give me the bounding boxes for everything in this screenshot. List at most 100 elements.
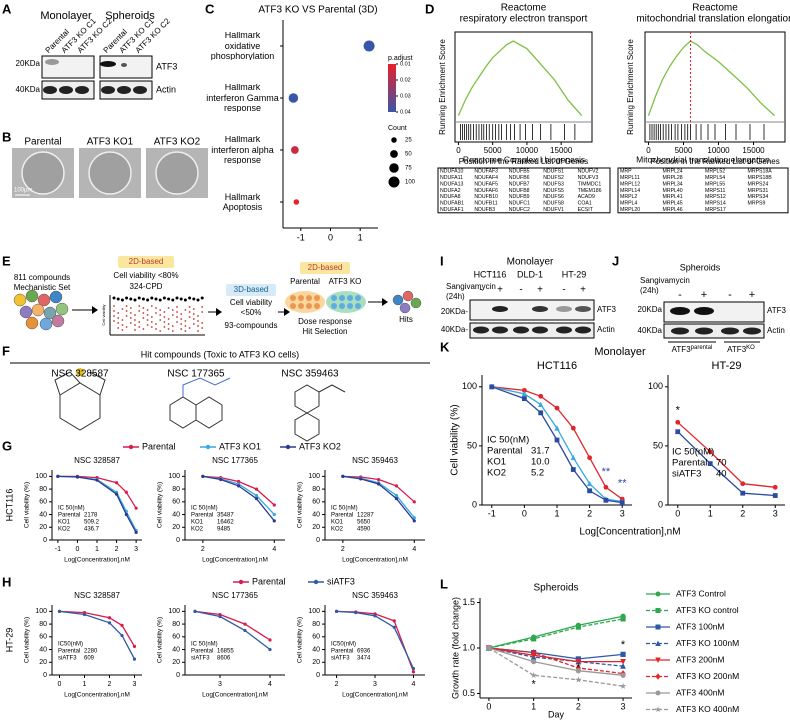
- panel-label: G: [2, 438, 12, 453]
- marker: [538, 410, 544, 416]
- panel-label: H: [2, 574, 11, 589]
- x-tick-label: 3: [621, 701, 626, 711]
- band: [513, 326, 529, 334]
- y-tick-label: 100: [462, 381, 477, 391]
- marker: [489, 384, 495, 390]
- screen-dot: [201, 322, 204, 324]
- category-label: Hallmark oxidative phosphorylation: [211, 32, 275, 60]
- label: ATF3 KO: [329, 277, 362, 286]
- cell: [290, 295, 296, 301]
- y-tick-label: 60: [172, 634, 180, 641]
- y-tick-label: 0: [176, 537, 180, 544]
- label: 2D-based: [129, 257, 164, 266]
- label: ATF3: [156, 61, 177, 71]
- ic50-header: IC 50(nM): [331, 506, 358, 512]
- screen-dot: [150, 326, 153, 328]
- marker: [655, 640, 661, 646]
- band: [556, 306, 572, 312]
- x-tick-label: 2: [587, 508, 592, 518]
- screen-dot: [138, 321, 141, 323]
- label: Parental: [290, 277, 320, 286]
- spheroid: [88, 151, 132, 195]
- y-axis-label: Cell viability (%): [24, 617, 31, 663]
- y-tick-label: 60: [312, 499, 320, 506]
- screen-dot: [158, 298, 162, 302]
- cell: [347, 303, 353, 309]
- group-sup: KO: [746, 345, 755, 351]
- marker: [531, 649, 537, 656]
- y-axis-label: Running Enrichment Score: [626, 39, 635, 135]
- y-tick-label: 20: [312, 524, 320, 531]
- significance: **: [602, 466, 611, 478]
- marker: [254, 497, 259, 501]
- chart-title: NSC 328587: [74, 456, 120, 465]
- label: ATF3 KO1: [87, 137, 134, 148]
- x-tick-label: 0: [75, 546, 79, 553]
- series-line: [57, 475, 137, 533]
- band: [59, 86, 73, 94]
- marker: [243, 628, 247, 633]
- category-label: Hallmark Apoptosis: [222, 191, 263, 212]
- marker: [554, 425, 560, 431]
- table-cell: MRPL52: [705, 169, 725, 175]
- marker: [575, 676, 582, 683]
- label: 0.01: [400, 61, 411, 67]
- label: 0.02: [400, 77, 411, 83]
- x-axis-label: Log[Concentration],nM: [579, 527, 680, 538]
- band: [101, 86, 115, 94]
- screen-dot: [162, 296, 166, 300]
- label: +: [580, 285, 586, 296]
- ic50-name: KO2: [58, 527, 71, 533]
- table-cell: NDUFB3: [474, 207, 495, 213]
- label: +: [701, 289, 707, 301]
- screen-dot: [116, 297, 120, 301]
- marker: [201, 474, 205, 478]
- table-cell: NDUFS8: [543, 201, 564, 207]
- table-cell: NDUFA8: [440, 194, 461, 200]
- label: +: [537, 285, 543, 296]
- marker: [655, 673, 661, 680]
- y-tick-label: 60: [172, 499, 180, 506]
- screen-dot: [146, 309, 149, 311]
- arrow-head: [382, 298, 388, 306]
- label: Sangivamycin: [446, 282, 496, 291]
- table-cell: ACAD9: [578, 194, 595, 200]
- screen-dot: [180, 323, 183, 325]
- band: [100, 61, 116, 67]
- screen-dot: [121, 329, 124, 331]
- dot: [363, 40, 375, 52]
- ic50-value: 31.7: [531, 446, 550, 457]
- ic50-value: 609: [84, 656, 95, 662]
- label: (24h): [446, 292, 465, 301]
- table: [617, 167, 789, 214]
- screen-dot: [180, 318, 183, 320]
- table-cell: MRPS18B: [748, 175, 773, 181]
- screen-dot: [138, 310, 141, 312]
- panel-label: J: [612, 253, 619, 268]
- group-sup: parental: [691, 345, 713, 351]
- x-tick-label: 4: [272, 546, 276, 553]
- x-tick-label: 5000: [484, 146, 502, 155]
- table-cell: MRPS34: [748, 194, 769, 200]
- panel-label: A: [2, 1, 12, 16]
- marker: [114, 481, 119, 485]
- marker: [740, 490, 746, 496]
- screen-dot: [159, 309, 162, 311]
- ic50-name: KO1: [487, 457, 506, 468]
- screen-dot: [112, 296, 116, 300]
- label: 0.04: [400, 109, 411, 115]
- x-tick-label: 15000: [742, 146, 765, 155]
- table-cell: MRPL41: [663, 194, 683, 200]
- significance: *: [576, 662, 581, 674]
- label: Sangivamycin: [640, 276, 690, 285]
- label: Monolayer: [40, 10, 92, 22]
- marker: [124, 512, 128, 517]
- label: DLD-1: [517, 269, 543, 279]
- screen-dot: [171, 325, 174, 327]
- cell: [347, 295, 353, 301]
- x-axis-label: Log[Concentration],nM: [342, 557, 408, 564]
- label: Cell viability: [101, 304, 106, 325]
- y-tick-label: 50: [653, 440, 663, 450]
- y-tick-label: 60: [312, 634, 320, 641]
